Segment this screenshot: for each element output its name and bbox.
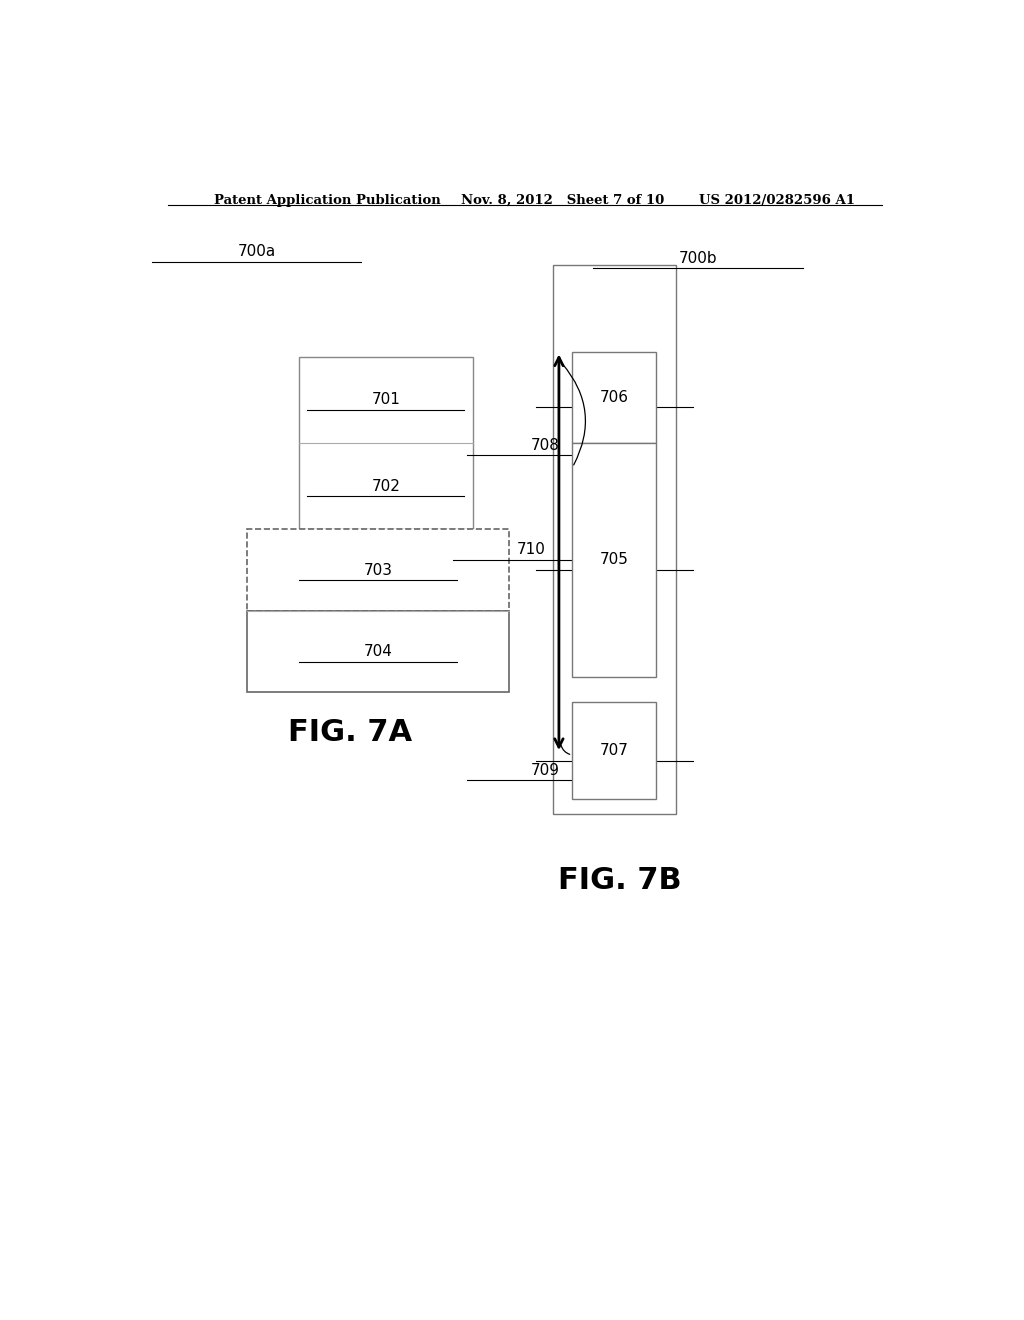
Text: 703: 703 [364, 562, 392, 578]
Text: 704: 704 [364, 644, 392, 659]
Text: 708: 708 [531, 437, 560, 453]
Text: 707: 707 [600, 743, 629, 758]
Bar [553, 265, 676, 814]
Text: FIG. 7A: FIG. 7A [288, 718, 413, 747]
Bar [572, 444, 655, 677]
Bar [247, 529, 509, 611]
Text: 705: 705 [600, 552, 629, 568]
Text: 706: 706 [600, 389, 629, 405]
Text: Patent Application Publication: Patent Application Publication [214, 194, 440, 207]
Bar [247, 611, 509, 692]
Text: US 2012/0282596 A1: US 2012/0282596 A1 [699, 194, 855, 207]
Text: 710: 710 [517, 543, 546, 557]
Text: Nov. 8, 2012   Sheet 7 of 10: Nov. 8, 2012 Sheet 7 of 10 [461, 194, 665, 207]
Bar [572, 351, 655, 444]
Text: 700a: 700a [238, 244, 275, 260]
Text: 702: 702 [372, 479, 400, 494]
Text: 709: 709 [530, 763, 560, 777]
Text: 701: 701 [372, 392, 400, 408]
Text: FIG. 7B: FIG. 7B [558, 866, 682, 895]
Bar [572, 702, 655, 799]
Bar [299, 356, 473, 529]
Text: 700b: 700b [679, 251, 717, 265]
